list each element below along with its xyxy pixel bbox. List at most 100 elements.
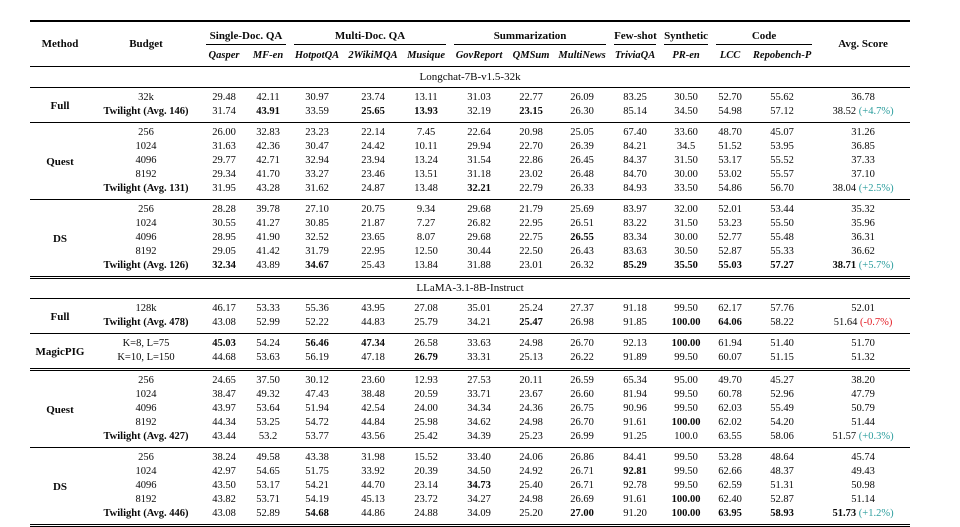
method-label: Full [50,100,70,112]
score-cell: 25.79 [414,316,438,328]
score-cell: 53.63 [256,351,280,363]
budget-label: 128k [135,302,157,314]
score-cell: 60.78 [718,388,742,400]
table-row: 1024 30.55 41.27 30.85 21.87 7.27 26.82 22.95 26… [30,217,910,231]
budget-label: 1024 [135,140,157,152]
score-cell: 24.36 [519,402,543,414]
score-cell: 43.28 [256,182,280,194]
table-row: 4096 43.97 53.64 51.94 42.54 24.00 34.34 24.36 2… [30,402,910,416]
score-cell: 64.06 [718,316,742,328]
score-cell: 43.89 [256,259,280,271]
table-row: 8192 44.34 53.25 54.72 44.84 25.98 34.62 24.98 2… [30,416,910,430]
avg-score-cell: 36.78 [816,87,910,105]
score-cell: 26.30 [570,105,594,117]
score-cell: 51.52 [718,140,742,152]
score-cell: 26.71 [570,465,594,477]
score-cell: 42.97 [212,465,236,477]
score-cell: 53.2 [258,430,278,442]
score-cell: 43.56 [361,430,385,442]
score-cell: 33.50 [674,182,698,194]
score-cell: 26.75 [570,402,594,414]
score-cell: 30.47 [305,140,329,152]
score-cell: 30.97 [305,91,329,103]
score-cell: 26.55 [570,231,594,243]
score-cell: 38.47 [212,388,236,400]
score-cell: 31.62 [305,182,329,194]
table-row: Full 32k 29.48 42.11 30.97 23.74 13.11 31.03 22.… [30,87,910,113]
group-header-row: Method Budget Single-Doc. QA Multi-Doc. … [30,21,910,50]
avg-score-cell: 31.26 [816,122,910,140]
score-cell: 83.22 [623,217,647,229]
score-cell: 57.27 [770,259,794,271]
delta-badge: (+4.7%) [858,105,894,117]
score-cell: 26.33 [570,182,594,194]
avg-score-cell: 51.14 [816,493,910,507]
score-cell: 44.86 [361,507,385,519]
group-header-label: Single-Doc. QA [206,30,287,45]
score-cell: 20.11 [519,374,543,386]
budget-label: 256 [138,451,154,463]
avg-score-cell: 51.64 (-0.7%) [816,316,910,334]
score-cell: 42.54 [361,402,385,414]
score-cell: 23.67 [519,388,543,400]
score-cell: 51.31 [770,479,794,491]
score-cell: 25.65 [361,105,385,117]
avg-score-cell: 47.79 [816,388,910,402]
section-title-row: Longchat-7B-v1.5-32k [30,66,910,87]
score-cell: 52.01 [718,203,742,215]
score-cell: 32.83 [256,126,280,138]
score-cell: 83.25 [623,91,647,103]
score-cell: 31.63 [212,140,236,152]
score-cell: 55.52 [770,154,794,166]
score-cell: 84.41 [623,451,647,463]
score-cell: 41.70 [256,168,280,180]
score-cell: 26.00 [212,126,236,138]
method-group: MagicPIG K=8, L=75 45.03 54.24 56.46 47.34 26.… [30,333,911,370]
score-cell: 44.84 [361,416,385,428]
method-group: DS 256 38.24 49.58 43.38 31.98 15.52 33.40 24.06… [30,447,911,525]
score-cell: 53.71 [256,493,280,505]
table-row: DS 256 38.24 49.58 43.38 31.98 15.52 33.40 24.06… [30,447,910,494]
score-cell: 58.06 [770,430,794,442]
score-cell: 25.43 [361,259,385,271]
table-row: 8192 29.34 41.70 33.27 23.46 13.51 31.18 23.02 2… [30,168,910,182]
budget-label: Twilight (Avg. 478) [103,316,189,328]
score-cell: 99.50 [674,402,698,414]
score-cell: 53.17 [256,479,280,491]
avg-score-cell: 52.01 [816,298,910,316]
score-cell: 21.87 [361,217,385,229]
score-cell: 62.59 [718,479,742,491]
budget-label: K=10, L=150 [117,351,175,363]
group-header-label: Code [716,30,813,45]
score-cell: 25.05 [570,126,594,138]
method-label: Quest [46,404,74,416]
avg-score-cell: 38.20 [816,369,910,388]
score-cell: 55.49 [770,402,794,414]
score-cell: 55.57 [770,168,794,180]
score-cell: 62.17 [718,302,742,314]
score-cell: 58.93 [770,507,794,519]
score-cell: 43.08 [212,507,236,519]
score-cell: 24.00 [414,402,438,414]
avg-score-value: 31.26 [851,126,875,138]
score-cell: 28.95 [212,231,236,243]
score-cell: 32.52 [305,231,329,243]
benchmark-results-table: Method Budget Single-Doc. QA Multi-Doc. … [30,20,911,527]
avg-score-cell: 38.71 (+5.7%) [816,259,910,278]
score-cell: 55.33 [770,245,794,257]
score-cell: 53.95 [770,140,794,152]
score-cell: 99.50 [674,388,698,400]
score-cell: 27.00 [570,507,594,519]
score-cell: 25.40 [519,479,543,491]
score-cell: 84.93 [623,182,647,194]
budget-label: Twilight (Avg. 446) [103,507,189,519]
score-cell: 23.14 [414,479,438,491]
budget-label: 1024 [135,388,157,400]
table-row: 8192 29.05 41.42 31.79 22.95 12.50 30.44 22.50 2… [30,245,910,259]
score-cell: 43.50 [212,479,236,491]
score-cell: 23.15 [519,105,543,117]
table-row: K=10, L=150 44.68 53.63 56.19 47.18 26.79 33.3… [30,351,910,370]
score-cell: 55.50 [770,217,794,229]
score-cell: 27.08 [414,302,438,314]
score-cell: 35.50 [674,259,698,271]
